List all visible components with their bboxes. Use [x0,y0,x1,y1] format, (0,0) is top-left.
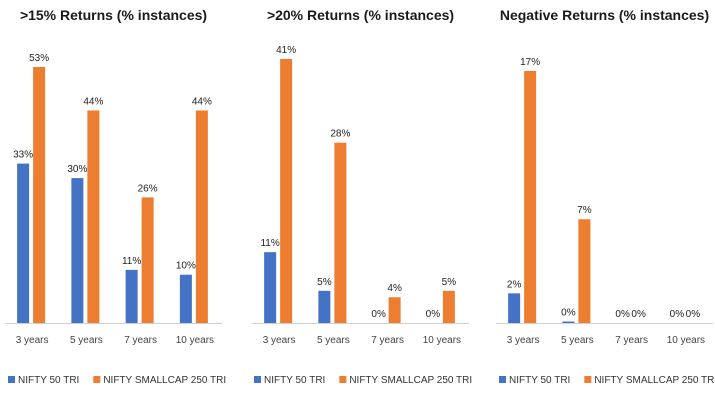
x-tick-label: 7 years [124,335,157,346]
data-label: 44% [192,96,212,107]
data-label: 7% [577,205,592,216]
bar-smallcap250 [280,59,293,323]
bar-smallcap250 [524,71,537,323]
bar-smallcap250 [442,290,455,323]
data-label: 0% [615,309,630,320]
legend-swatch [499,376,506,383]
bar-smallcap250 [388,297,401,323]
bar-nifty50 [508,293,521,323]
bar-nifty50 [17,163,30,323]
bar-nifty50 [125,269,138,323]
x-tick-label: 10 years [176,335,214,346]
legend-label: NIFTY SMALLCAP 250 TRI [594,375,715,386]
data-label: 26% [138,183,158,194]
x-tick-label: 3 years [507,335,540,346]
legend-label: NIFTY SMALLCAP 250 TRI [103,375,226,386]
chart-panel-returns-above-15: >15% Returns (% instances) 3 years 33% 53% 5… [5,7,226,386]
bar-nifty50 [318,290,331,323]
data-label: 0% [561,308,576,319]
x-tick-label: 7 years [371,335,404,346]
data-label: 30% [67,164,87,175]
x-tick-label: 10 years [423,335,461,346]
data-label: 0% [371,309,386,320]
chart-title: Negative Returns (% instances) [500,7,709,23]
data-label: 4% [387,283,402,294]
x-tick-label: 10 years [667,335,705,346]
bar-nifty50 [562,321,575,323]
data-label: 5% [442,277,457,288]
data-label: 10% [176,261,196,272]
chart-title: >15% Returns (% instances) [20,7,207,23]
legend-label: NIFTY 50 TRI [18,375,79,386]
bar-nifty50 [71,178,84,323]
data-label: 41% [276,45,296,56]
bar-smallcap250 [33,67,46,323]
data-label: 0% [670,309,685,320]
x-tick-label: 3 years [16,335,49,346]
x-tick-label: 5 years [317,335,350,346]
data-label: 53% [29,53,49,64]
legend-swatch [584,376,592,383]
data-label: 0% [426,309,441,320]
data-label: 44% [83,96,103,107]
bar-nifty50 [264,252,277,323]
chart-title: >20% Returns (% instances) [267,7,454,23]
bar-nifty50 [179,274,192,323]
chart-panel-negative-returns: Negative Returns (% instances) 3 years 2% 1… [496,7,715,386]
x-tick-label: 5 years [561,335,594,346]
bar-smallcap250 [195,110,208,323]
legend-swatch [254,376,261,383]
bar-smallcap250 [334,142,347,323]
legend-swatch [93,376,101,383]
data-label: 0% [631,309,646,320]
data-label: 11% [122,256,141,267]
legend-swatch [8,376,15,383]
legend-label: NIFTY 50 TRI [509,375,570,386]
data-label: 0% [686,309,701,320]
bar-smallcap250 [141,197,154,323]
bar-smallcap250 [578,219,591,323]
data-label: 17% [520,57,540,68]
legend-swatch [339,376,347,383]
legend-label: NIFTY 50 TRI [264,375,325,386]
data-label: 28% [330,129,350,140]
data-label: 33% [13,150,33,161]
x-tick-label: 5 years [70,335,103,346]
data-label: 2% [507,279,522,290]
x-tick-label: 3 years [263,335,296,346]
legend-label: NIFTY SMALLCAP 250 TRI [349,375,472,386]
data-label: 11% [260,238,279,249]
bar-smallcap250 [87,110,100,323]
chart-panel-returns-above-20: >20% Returns (% instances) 3 years 11% 41% 5… [252,7,472,386]
data-label: 5% [317,277,332,288]
x-tick-label: 7 years [615,335,648,346]
